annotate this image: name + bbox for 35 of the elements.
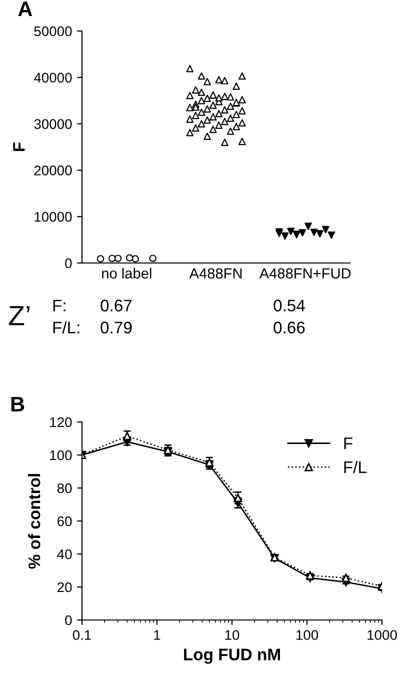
y-tick-label: 10000: [34, 212, 72, 222]
y-tick-label: 40000: [34, 72, 72, 83]
y-axis-title: % of control: [28, 474, 40, 569]
chart-title: A: [18, 2, 32, 16]
text: 0.79: [100, 322, 132, 334]
y-axis-title: F: [13, 142, 25, 151]
x-tick-label: A488FN: [189, 268, 242, 279]
text: F:: [53, 300, 66, 312]
text: 0.54: [274, 300, 305, 312]
y-tick-label: 100: [50, 450, 72, 460]
text: Z’: [8, 306, 30, 326]
x-tick-label: 1000: [368, 630, 397, 640]
y-tick-label: 30000: [34, 119, 72, 129]
y-tick-label: 0: [65, 615, 72, 626]
y-tick-label: 40: [57, 549, 72, 560]
y-tick-label: 120: [50, 417, 72, 428]
text: 0.67: [100, 300, 132, 312]
y-tick-label: 50000: [34, 26, 72, 36]
y-tick-label: 80: [57, 483, 72, 494]
x-tick-label: no label: [102, 268, 152, 279]
x-tick-label: A488FN+FUD: [259, 268, 351, 279]
text: F/L:: [53, 321, 80, 334]
x-axis-title: Log FUD nM: [184, 648, 280, 664]
x-tick-label: 0.1: [72, 630, 91, 640]
legend-label: F/L: [344, 460, 366, 474]
x-tick-label: 100: [296, 630, 318, 640]
y-tick-label: 20: [58, 582, 72, 592]
y-tick-label: 60: [58, 516, 72, 526]
legend-label: F: [344, 438, 352, 450]
x-tick-label: 1: [154, 630, 160, 640]
chart-title: B: [11, 397, 24, 412]
text: 0.66: [274, 322, 305, 334]
x-tick-label: 10: [225, 630, 240, 640]
y-tick-label: 0: [65, 258, 72, 268]
y-tick-label: 20000: [34, 166, 72, 176]
